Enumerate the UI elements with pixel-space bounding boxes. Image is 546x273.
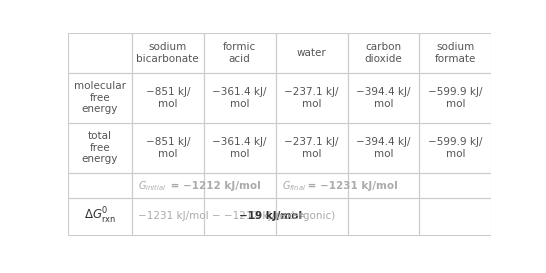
Bar [348,173,419,198]
Bar [348,198,419,235]
Text: −237.1 kJ/
mol: −237.1 kJ/ mol [284,137,339,159]
Text: −1231 kJ/mol − −1212 kJ/mol =: −1231 kJ/mol − −1212 kJ/mol = [138,211,310,221]
Bar [276,73,348,123]
Bar [276,198,348,235]
Text: −19 kJ/mol: −19 kJ/mol [239,211,302,221]
Bar [132,198,204,235]
Text: $\Delta G^0_\mathregular{rxn}$: $\Delta G^0_\mathregular{rxn}$ [84,206,116,227]
Bar [132,33,204,73]
Bar [204,33,276,73]
Bar [276,173,348,198]
Text: −361.4 kJ/
mol: −361.4 kJ/ mol [212,87,267,109]
Text: −599.9 kJ/
mol: −599.9 kJ/ mol [428,87,483,109]
Bar [348,123,419,173]
Bar [419,33,491,73]
Text: −394.4 kJ/
mol: −394.4 kJ/ mol [357,137,411,159]
Text: −394.4 kJ/
mol: −394.4 kJ/ mol [357,87,411,109]
Bar [419,73,491,123]
Bar [419,173,491,198]
Bar [419,198,491,235]
Text: sodium
bicarbonate: sodium bicarbonate [136,42,199,64]
Bar [68,33,132,73]
Text: $G_\mathregular{initial}$: $G_\mathregular{initial}$ [138,179,167,192]
Bar [276,123,348,173]
Bar [348,73,419,123]
Text: $G_\mathregular{final}$: $G_\mathregular{final}$ [282,179,306,192]
Bar [132,173,204,198]
Text: sodium
formate: sodium formate [435,42,476,64]
Bar [132,73,204,123]
Text: = −1212 kJ/mol: = −1212 kJ/mol [168,181,261,191]
Text: formic
acid: formic acid [223,42,256,64]
Bar [68,198,132,235]
Text: water: water [296,48,327,58]
Bar [204,73,276,123]
Bar [132,123,204,173]
Bar [204,198,276,235]
Text: −599.9 kJ/
mol: −599.9 kJ/ mol [428,137,483,159]
Text: molecular
free
energy: molecular free energy [74,81,126,114]
Text: carbon
dioxide: carbon dioxide [365,42,402,64]
Bar [204,173,276,198]
Bar [204,123,276,173]
Bar [348,33,419,73]
Bar [68,123,132,173]
Bar [276,33,348,73]
Text: = −1231 kJ/mol: = −1231 kJ/mol [304,181,397,191]
Text: −851 kJ/
mol: −851 kJ/ mol [146,137,190,159]
Bar [68,173,132,198]
Text: total
free
energy: total free energy [82,131,118,164]
Bar [68,73,132,123]
Text: (exergonic): (exergonic) [273,211,335,221]
Bar [419,123,491,173]
Text: −237.1 kJ/
mol: −237.1 kJ/ mol [284,87,339,109]
Text: −361.4 kJ/
mol: −361.4 kJ/ mol [212,137,267,159]
Text: −851 kJ/
mol: −851 kJ/ mol [146,87,190,109]
